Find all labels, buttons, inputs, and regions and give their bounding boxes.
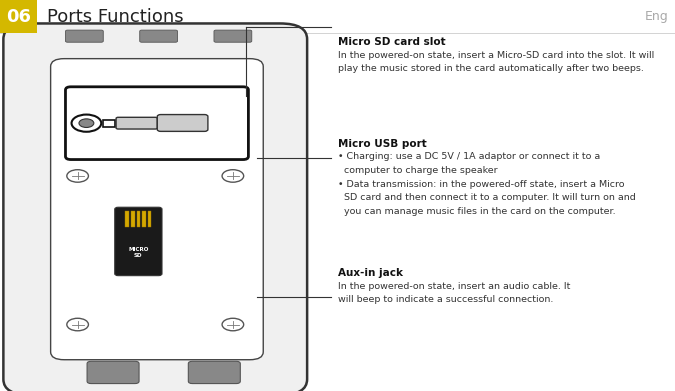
FancyBboxPatch shape bbox=[214, 30, 252, 42]
FancyBboxPatch shape bbox=[103, 120, 115, 127]
Circle shape bbox=[72, 115, 101, 132]
FancyBboxPatch shape bbox=[87, 361, 139, 384]
FancyBboxPatch shape bbox=[116, 117, 157, 129]
FancyBboxPatch shape bbox=[3, 23, 307, 391]
Bar bbox=[136, 211, 140, 227]
Text: MICRO
SD: MICRO SD bbox=[128, 247, 148, 258]
Bar bbox=[126, 211, 129, 227]
FancyBboxPatch shape bbox=[140, 30, 178, 42]
Text: Micro SD card slot: Micro SD card slot bbox=[338, 37, 445, 47]
FancyBboxPatch shape bbox=[115, 207, 162, 276]
Text: Ports Functions: Ports Functions bbox=[47, 8, 184, 26]
Text: Micro USB port: Micro USB port bbox=[338, 138, 426, 149]
Circle shape bbox=[222, 318, 244, 331]
Text: • Charging: use a DC 5V / 1A adaptor or connect it to a
  computer to charge the: • Charging: use a DC 5V / 1A adaptor or … bbox=[338, 152, 635, 216]
Bar bbox=[142, 211, 146, 227]
Text: 06: 06 bbox=[5, 8, 31, 26]
Bar bbox=[148, 211, 151, 227]
Text: In the powered-on state, insert an audio cable. It
will beep to indicate a succe: In the powered-on state, insert an audio… bbox=[338, 282, 570, 304]
Text: In the powered-on state, insert a Micro-SD card into the slot. It will
play the : In the powered-on state, insert a Micro-… bbox=[338, 51, 654, 74]
FancyBboxPatch shape bbox=[188, 361, 240, 384]
Bar bbox=[131, 211, 135, 227]
Circle shape bbox=[222, 170, 244, 182]
Circle shape bbox=[67, 170, 88, 182]
FancyBboxPatch shape bbox=[157, 115, 208, 131]
FancyBboxPatch shape bbox=[51, 59, 263, 360]
FancyBboxPatch shape bbox=[0, 0, 37, 33]
Circle shape bbox=[79, 119, 94, 127]
FancyBboxPatch shape bbox=[65, 30, 103, 42]
FancyBboxPatch shape bbox=[65, 87, 248, 160]
Text: Eng: Eng bbox=[645, 10, 668, 23]
Text: Aux-in jack: Aux-in jack bbox=[338, 267, 402, 278]
Circle shape bbox=[67, 318, 88, 331]
